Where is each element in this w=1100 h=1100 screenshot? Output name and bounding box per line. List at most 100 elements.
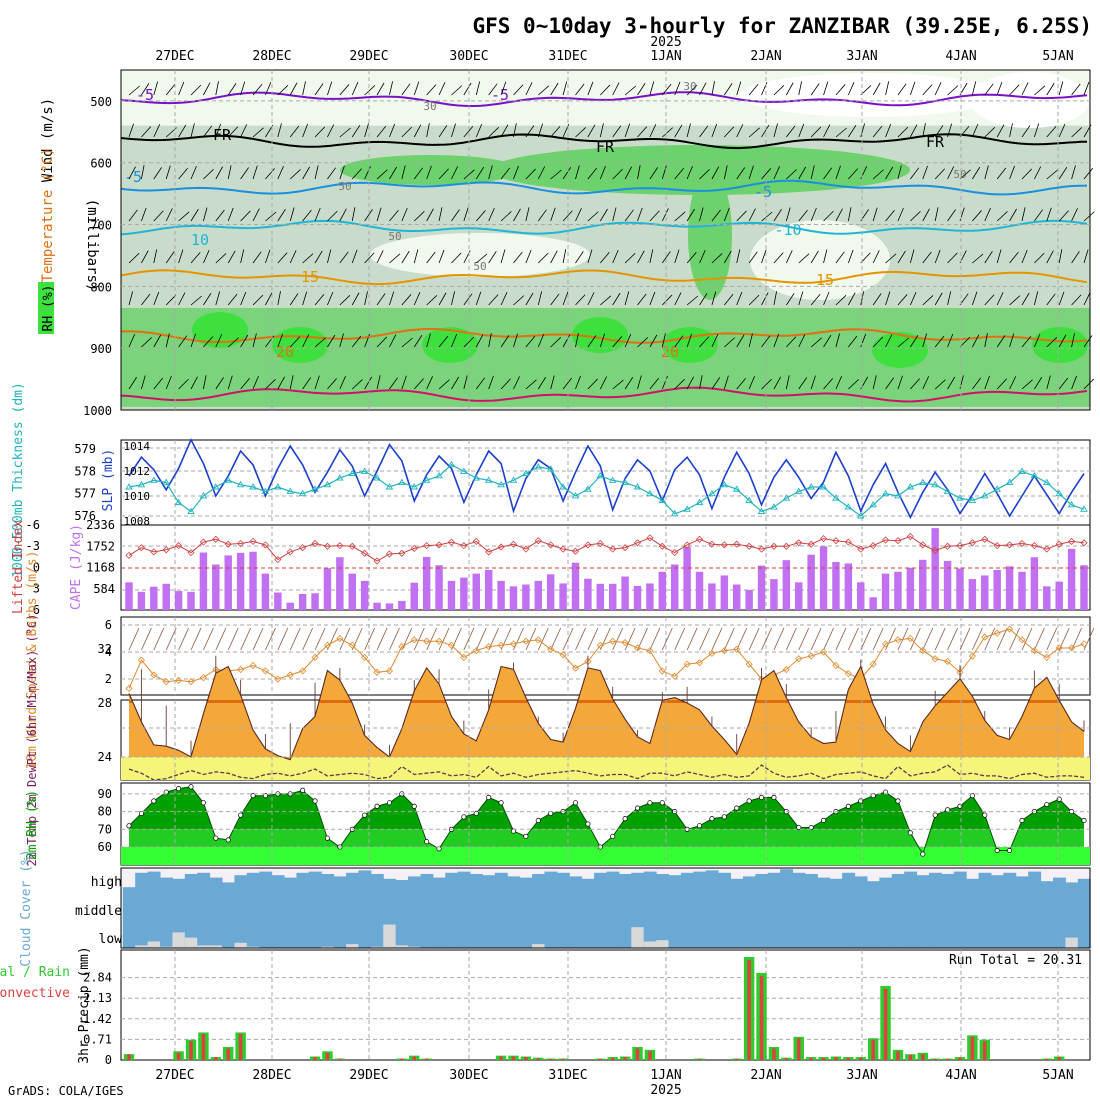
bottom-date-tick: 3JAN <box>846 1068 877 1083</box>
cloud-high-bar <box>916 875 930 892</box>
upper-wind-barb <box>277 252 288 264</box>
upper-wind-barb <box>922 376 930 390</box>
upper-wind-barb <box>339 251 349 264</box>
cloud-middle-under <box>1040 922 1054 948</box>
slp-tick: 1014 <box>124 440 151 453</box>
upper-wind-barb <box>587 292 595 306</box>
upper-wind-barb <box>500 292 508 306</box>
upper-wind-barb <box>922 165 928 180</box>
upper-wind-barb <box>885 334 893 348</box>
wind-speed-point <box>931 655 939 663</box>
wind-speed-point <box>981 633 989 641</box>
bottom-date-tick: 1JAN <box>650 1068 681 1083</box>
upper-wind-barb <box>413 210 425 222</box>
isotherm-line <box>120 179 1088 196</box>
li-point <box>286 548 294 556</box>
cloud-middle-under <box>482 922 496 948</box>
cape-bar <box>881 573 890 610</box>
cape-bar <box>336 557 344 610</box>
surface-wind-barb <box>612 627 624 651</box>
li-point <box>435 541 443 549</box>
upper-wind-barb <box>339 376 346 390</box>
upper-wind-barb <box>165 333 170 348</box>
isotherm-line <box>120 133 1088 150</box>
upper-wind-barb <box>922 208 930 222</box>
thickness-point <box>670 509 679 517</box>
cloud-middle-under <box>817 922 831 948</box>
li-point <box>621 544 629 552</box>
upper-wind-barb <box>1034 291 1039 306</box>
li-point <box>137 544 145 552</box>
rh-saturated-patch <box>572 317 628 353</box>
cloud-middle-bar <box>916 892 930 922</box>
upper-wind-barb <box>339 294 351 306</box>
thickness-point <box>385 483 394 490</box>
rh2m-tick: 70 <box>98 822 112 836</box>
li-point <box>249 537 257 545</box>
cloud-high-bar <box>866 881 880 892</box>
cloud-middle-under <box>680 922 694 948</box>
surface-wind-barb <box>798 627 810 651</box>
cape-bar <box>522 584 530 610</box>
cloud-middle-under <box>370 922 384 948</box>
upper-wind-barb <box>376 207 382 222</box>
surface-wind-barb <box>203 627 214 651</box>
thickness-point <box>745 496 753 503</box>
li-point <box>224 540 232 548</box>
upper-wind-barb <box>984 333 988 348</box>
cape-bar <box>286 602 294 610</box>
wind-speed-point <box>460 653 468 661</box>
credit-label: GrADS: COLA/IGES <box>8 1084 124 1098</box>
upper-wind-barb <box>376 250 384 264</box>
upper-wind-barb <box>538 252 549 264</box>
upper-wind-barb <box>686 295 699 306</box>
cloud-middle-bar <box>172 892 186 922</box>
upper-wind-barb <box>227 207 234 222</box>
cape-bar <box>981 575 989 610</box>
cape-bar <box>311 593 319 610</box>
thickness-point <box>398 478 406 485</box>
rh2m-point <box>535 817 541 824</box>
li-point <box>609 545 617 553</box>
cloud-middle-bar <box>556 892 570 922</box>
upper-wind-barb <box>302 166 310 180</box>
upper-wind-barb <box>1058 334 1067 348</box>
upper-wind-barb <box>649 377 660 390</box>
cloud-middle-bar <box>184 892 198 922</box>
upper-wind-barb <box>240 291 247 306</box>
upper-wind-barb <box>178 168 188 180</box>
upper-wind-barb <box>934 207 939 222</box>
cape-bar <box>224 555 232 610</box>
upper-wind-barb <box>240 334 249 348</box>
li-point <box>832 537 840 545</box>
cloud-high-bar <box>544 871 558 892</box>
temperature-line <box>128 665 1085 761</box>
thickness-tick: 578 <box>74 464 96 478</box>
precip-convective-bar <box>834 1057 838 1060</box>
li-point <box>460 542 468 550</box>
upper-wind-barb <box>984 126 996 138</box>
cloud-middle-bar <box>271 892 285 922</box>
cloud-middle-bar <box>581 892 595 922</box>
cape-bar <box>249 551 257 610</box>
upper-wind-barb <box>289 207 295 222</box>
cloud-layer-middle: middle <box>75 904 122 919</box>
upper-wind-barb <box>240 378 250 390</box>
cloud-high-bar <box>680 872 694 892</box>
cloud-middle-bar <box>767 892 781 922</box>
upper-wind-barb <box>872 250 880 264</box>
rh2m-point <box>188 784 194 790</box>
thickness-point <box>212 483 220 490</box>
surface-wind-barb <box>885 627 896 651</box>
wind-speed-point <box>646 647 654 655</box>
thickness-point <box>844 503 853 510</box>
thickness-point <box>646 489 654 497</box>
upper-wind-barb <box>624 252 636 264</box>
isotherm-line <box>120 386 1088 403</box>
upper-wind-barb <box>488 375 494 390</box>
upper-wind-barb <box>984 294 995 306</box>
cloud-middle-under <box>408 922 421 948</box>
thickness-point <box>311 485 319 492</box>
upper-wind-barb <box>141 165 145 180</box>
upper-wind-barb <box>314 294 325 306</box>
